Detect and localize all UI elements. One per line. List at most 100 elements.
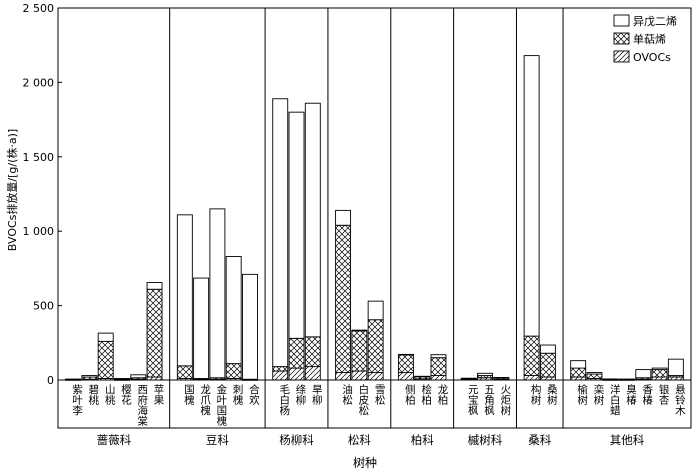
bar-ovocs bbox=[351, 370, 368, 381]
species-label: 刺槐 bbox=[232, 384, 244, 406]
bar-monoterpene bbox=[570, 367, 587, 378]
bar-isoprene bbox=[460, 377, 477, 380]
bar-isoprene bbox=[176, 214, 193, 367]
species-label: 山桃 bbox=[104, 384, 116, 406]
y-tick-label: 2 000 bbox=[23, 76, 55, 89]
bar-ovocs bbox=[288, 367, 305, 381]
bar-monoterpene bbox=[351, 330, 368, 372]
species-label: 臭椿 bbox=[625, 383, 637, 406]
bar-isoprene bbox=[351, 329, 368, 332]
bar-isoprene bbox=[602, 378, 619, 381]
species-label: 白皮松 bbox=[357, 383, 369, 416]
species-label: 悬铃木 bbox=[674, 384, 686, 416]
bar-ovocs bbox=[335, 372, 352, 381]
species-label: 龙柏 bbox=[436, 383, 448, 406]
y-tick-label: 500 bbox=[33, 300, 54, 313]
bar-isoprene bbox=[242, 273, 258, 380]
family-label: 柏科 bbox=[411, 433, 434, 447]
bar-isoprene bbox=[667, 358, 684, 376]
species-label: 洋白蜡 bbox=[609, 383, 621, 416]
species-label: 栾树 bbox=[592, 383, 604, 406]
bar-isoprene bbox=[414, 375, 431, 378]
bar-monoterpene bbox=[288, 337, 305, 369]
bar-isoprene bbox=[146, 282, 163, 290]
legend-label-monoterpene: 单萜烯 bbox=[633, 33, 666, 46]
bar-isoprene bbox=[272, 98, 289, 368]
bar-monoterpene bbox=[430, 357, 447, 376]
bar-monoterpene bbox=[651, 369, 668, 378]
bar-isoprene bbox=[335, 209, 352, 226]
bar-isoprene bbox=[225, 256, 242, 365]
legend-label-ovoc: OVOCs bbox=[633, 51, 671, 64]
species-label: 毛白杨 bbox=[278, 384, 290, 416]
species-label: 油松 bbox=[341, 383, 353, 406]
species-label: 碧桃 bbox=[87, 384, 99, 406]
bar-isoprene bbox=[97, 332, 114, 342]
family-label: 桑科 bbox=[528, 433, 551, 447]
bar-isoprene bbox=[193, 277, 210, 379]
bar-isoprene bbox=[523, 55, 540, 337]
bar-isoprene bbox=[367, 300, 384, 321]
bar-isoprene bbox=[570, 360, 587, 369]
species-label: 榆树 bbox=[576, 383, 588, 406]
y-tick-label: 1 500 bbox=[23, 151, 55, 164]
bar-monoterpene bbox=[146, 288, 163, 378]
bar-isoprene bbox=[477, 372, 493, 376]
species-label: 雪松 bbox=[374, 384, 386, 406]
family-label: 槭树科 bbox=[468, 433, 503, 447]
species-label: 绦柳 bbox=[295, 383, 307, 406]
species-label: 金叶国槐 bbox=[215, 383, 227, 427]
species-label: 五角枫 bbox=[483, 384, 495, 416]
bar-isoprene bbox=[209, 208, 226, 379]
bar-ovocs bbox=[272, 370, 289, 381]
bar-monoterpene bbox=[397, 354, 414, 374]
frame-layer bbox=[57, 7, 692, 429]
species-label: 西府海棠 bbox=[136, 384, 148, 427]
bar-isoprene bbox=[651, 367, 668, 371]
species-label: 樱花 bbox=[120, 384, 132, 405]
y-axis-title-group: BVOCs排放量/[g/(株·a)] bbox=[5, 129, 19, 251]
species-label: 银杏 bbox=[658, 383, 670, 406]
species-label: 火炬树 bbox=[499, 384, 511, 416]
bar-isoprene bbox=[539, 344, 556, 354]
legend-label-isoprene: 异戊二烯 bbox=[633, 15, 677, 28]
y-tick-label: 0 bbox=[47, 374, 54, 387]
bar-monoterpene bbox=[539, 352, 556, 378]
family-label: 松科 bbox=[348, 433, 371, 447]
y-tick-label: 1 000 bbox=[23, 225, 55, 238]
bar-monoterpene bbox=[335, 224, 352, 374]
bar-monoterpene bbox=[304, 336, 321, 368]
bar-isoprene bbox=[304, 102, 321, 338]
bar-isoprene bbox=[397, 353, 414, 356]
bar-isoprene bbox=[586, 372, 603, 375]
bar-isoprene bbox=[635, 369, 652, 379]
species-label: 桧柏 bbox=[420, 383, 432, 406]
species-label: 元宝枫 bbox=[467, 384, 479, 416]
bar-ovocs bbox=[367, 372, 384, 381]
bar-monoterpene bbox=[176, 365, 193, 379]
bar-isoprene bbox=[114, 378, 130, 380]
x-axis-title: 树种 bbox=[353, 455, 377, 470]
bar-isoprene bbox=[288, 111, 305, 339]
y-tick-label: 2 500 bbox=[23, 2, 55, 15]
family-label: 蔷薇科 bbox=[97, 433, 132, 447]
bar-ovocs bbox=[430, 375, 447, 381]
species-label: 侧柏 bbox=[404, 383, 416, 406]
species-label: 香椿 bbox=[641, 384, 653, 406]
family-label: 其他科 bbox=[610, 433, 645, 447]
species-label: 旱柳 bbox=[311, 384, 323, 406]
y-axis-title: BVOCs排放量/[g/(株·a)] bbox=[5, 129, 19, 251]
bar-isoprene bbox=[130, 374, 147, 379]
bar-monoterpene bbox=[225, 363, 242, 379]
bar-monoterpene bbox=[586, 373, 603, 379]
bar-monoterpene bbox=[272, 366, 289, 372]
bar-isoprene bbox=[430, 354, 447, 359]
species-label: 苹果 bbox=[153, 383, 165, 406]
bar-monoterpene bbox=[523, 335, 540, 376]
species-label: 合欢 bbox=[248, 383, 260, 406]
bar-monoterpene bbox=[97, 340, 114, 379]
legend-swatch-isoprene bbox=[613, 14, 630, 27]
family-label: 杨柳科 bbox=[279, 433, 314, 447]
